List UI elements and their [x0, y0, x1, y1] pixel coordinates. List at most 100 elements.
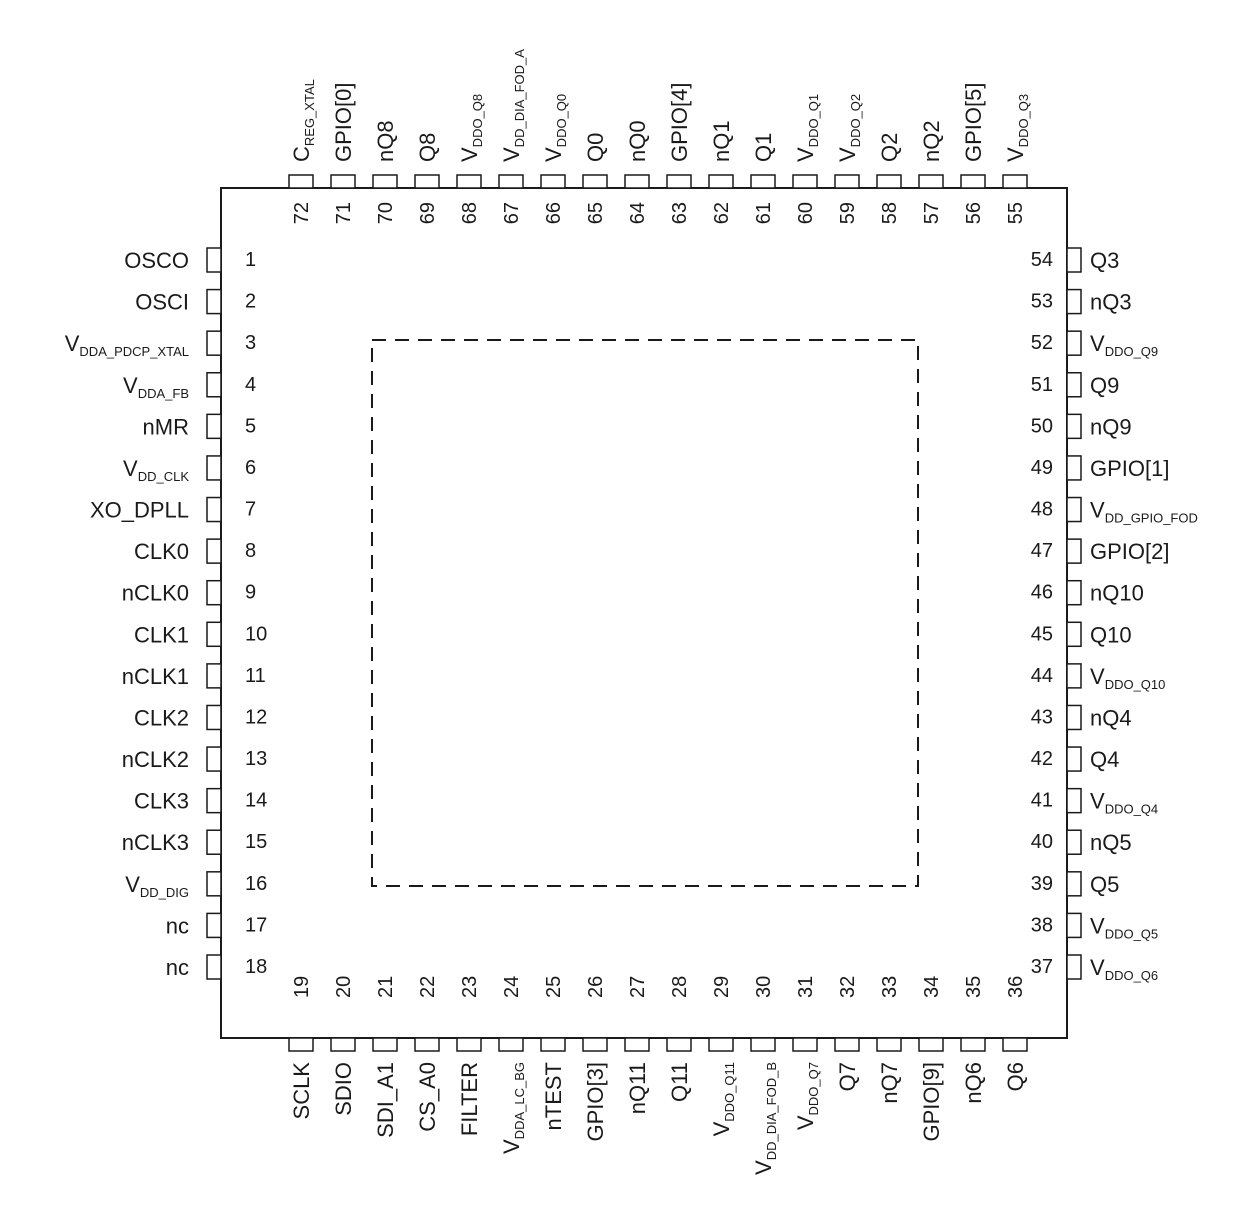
pin-name-subscript: DDO_Q9 [1105, 344, 1158, 359]
pin-name: Q2 [877, 133, 902, 162]
pin-number: 34 [921, 976, 943, 998]
pin-pad [206, 912, 222, 939]
pin-40: 40 nQ5 [1031, 829, 1132, 855]
pin-number: 48 [1031, 499, 1053, 521]
pin-49: 49 GPIO[1] [1031, 455, 1169, 481]
pin-name-main: nCLK1 [122, 664, 189, 689]
pin-name-subscript: REG_XTAL [302, 79, 317, 146]
pin-name: SDI_A1 [373, 1062, 398, 1138]
pin-number: 18 [245, 956, 267, 978]
pin-pad [1066, 746, 1082, 772]
pin-13: 13 nCLK2 [122, 746, 267, 772]
pin-name: VDDO_Q5 [1090, 913, 1158, 941]
pin-number: 56 [963, 202, 985, 224]
pin-name: nc [166, 955, 189, 980]
pin-pad [540, 174, 566, 189]
pin-number: 15 [245, 831, 267, 853]
pin-41: 41 VDDO_Q4 [1031, 787, 1158, 817]
pin-pad [1066, 538, 1082, 564]
pin-54: 54 Q3 [1031, 247, 1119, 273]
pin-number: 19 [291, 976, 313, 998]
pin-name-main: nTEST [541, 1062, 566, 1130]
pin-name-main: Q10 [1090, 622, 1132, 647]
pin-number: 62 [711, 202, 733, 224]
pin-pad [330, 174, 356, 189]
pin-4: 4 VDDA_FB [123, 372, 256, 401]
pin-name: CREG_XTAL [289, 79, 317, 162]
pin-pad [1066, 413, 1082, 440]
pin-number: 45 [1031, 623, 1053, 645]
exposed-pad [371, 339, 919, 887]
pin-name-main: V [835, 147, 860, 162]
pin-name-subscript: DD_GPIO_FOD [1105, 511, 1198, 526]
pin-pad [834, 1037, 860, 1052]
pin-72: 72 CREG_XTAL [288, 79, 317, 224]
pin-number: 50 [1031, 415, 1053, 437]
pin-46: 46 nQ10 [1031, 579, 1144, 606]
pin-name-main: CS_A0 [415, 1062, 440, 1132]
pin-58: 58 Q2 [876, 133, 902, 224]
pin-50: 50 nQ9 [1031, 413, 1132, 440]
pin-pad [1066, 912, 1082, 939]
pin-name: nQ10 [1090, 581, 1144, 606]
pin-number: 13 [245, 748, 267, 770]
pin-34: 34 GPIO[9] [918, 976, 944, 1141]
pin-name-main: SDI_A1 [373, 1062, 398, 1138]
pin-55: 55 VDDO_Q3 [1002, 94, 1031, 224]
pin-name-main: Q2 [877, 133, 902, 162]
pin-name-main: Q0 [583, 133, 608, 162]
pin-pad [288, 1037, 314, 1052]
pin-pad [498, 174, 524, 189]
pin-number: 31 [795, 976, 817, 998]
pin-name: CLK3 [134, 789, 189, 814]
pin-name-main: nc [166, 913, 189, 938]
pin-name: VDDO_Q2 [835, 94, 863, 162]
pin-66: 66 VDDO_Q0 [540, 94, 569, 224]
pin-pad [666, 1037, 692, 1052]
pin-name: nCLK1 [122, 664, 189, 689]
pin-number: 54 [1031, 249, 1053, 271]
pin-pad [1066, 496, 1082, 523]
pin-pad [372, 174, 398, 189]
pin-name: VDDA_LC_BG [499, 1062, 527, 1154]
pin-name: VDDO_Q6 [1090, 955, 1158, 983]
pin-16: 16 VDD_DIG [125, 871, 267, 900]
pin-name: nQ3 [1090, 290, 1132, 315]
pin-name-main: nQ5 [1090, 830, 1132, 855]
pin-number: 30 [753, 976, 775, 998]
pin-59: 59 VDDO_Q2 [834, 94, 863, 224]
pin-name-main: nQ2 [919, 120, 944, 162]
pin-number: 20 [333, 976, 355, 998]
pin-25: 25 nTEST [540, 976, 566, 1130]
pin-pad [624, 1037, 650, 1052]
pin-name-main: GPIO[0] [331, 83, 356, 162]
pin-pad [1066, 871, 1082, 897]
pin-21: 21 SDI_A1 [372, 976, 398, 1138]
pin-pad [206, 663, 222, 689]
pin-12: 12 CLK2 [134, 704, 267, 730]
pin-2: 2 OSCI [135, 288, 256, 315]
pin-name-main: GPIO[1] [1090, 456, 1169, 481]
pin-pad [206, 829, 222, 855]
pin-name-main: V [1090, 955, 1105, 980]
pin-pad [206, 787, 222, 814]
pin-28: 28 Q11 [666, 976, 692, 1102]
pin-pad [1066, 579, 1082, 606]
pin-name-main: nQ8 [373, 120, 398, 162]
pin-29: 29 VDDO_Q11 [708, 976, 737, 1136]
pin-pad [206, 496, 222, 523]
pin-pad [834, 174, 860, 189]
pin-name-main: Q3 [1090, 248, 1119, 273]
pin-name-main: nCLK2 [122, 747, 189, 772]
pin-name: Q1 [751, 133, 776, 162]
pin-number: 65 [585, 202, 607, 224]
pin-name-main: V [1090, 664, 1105, 689]
pin-name-main: V [1090, 331, 1105, 356]
pin-name-main: SDIO [331, 1062, 356, 1116]
pin-pad [206, 871, 222, 897]
pin-pad [540, 1037, 566, 1052]
pin-15: 15 nCLK3 [122, 829, 267, 855]
pin-pad [918, 174, 944, 189]
pin-number: 43 [1031, 706, 1053, 728]
